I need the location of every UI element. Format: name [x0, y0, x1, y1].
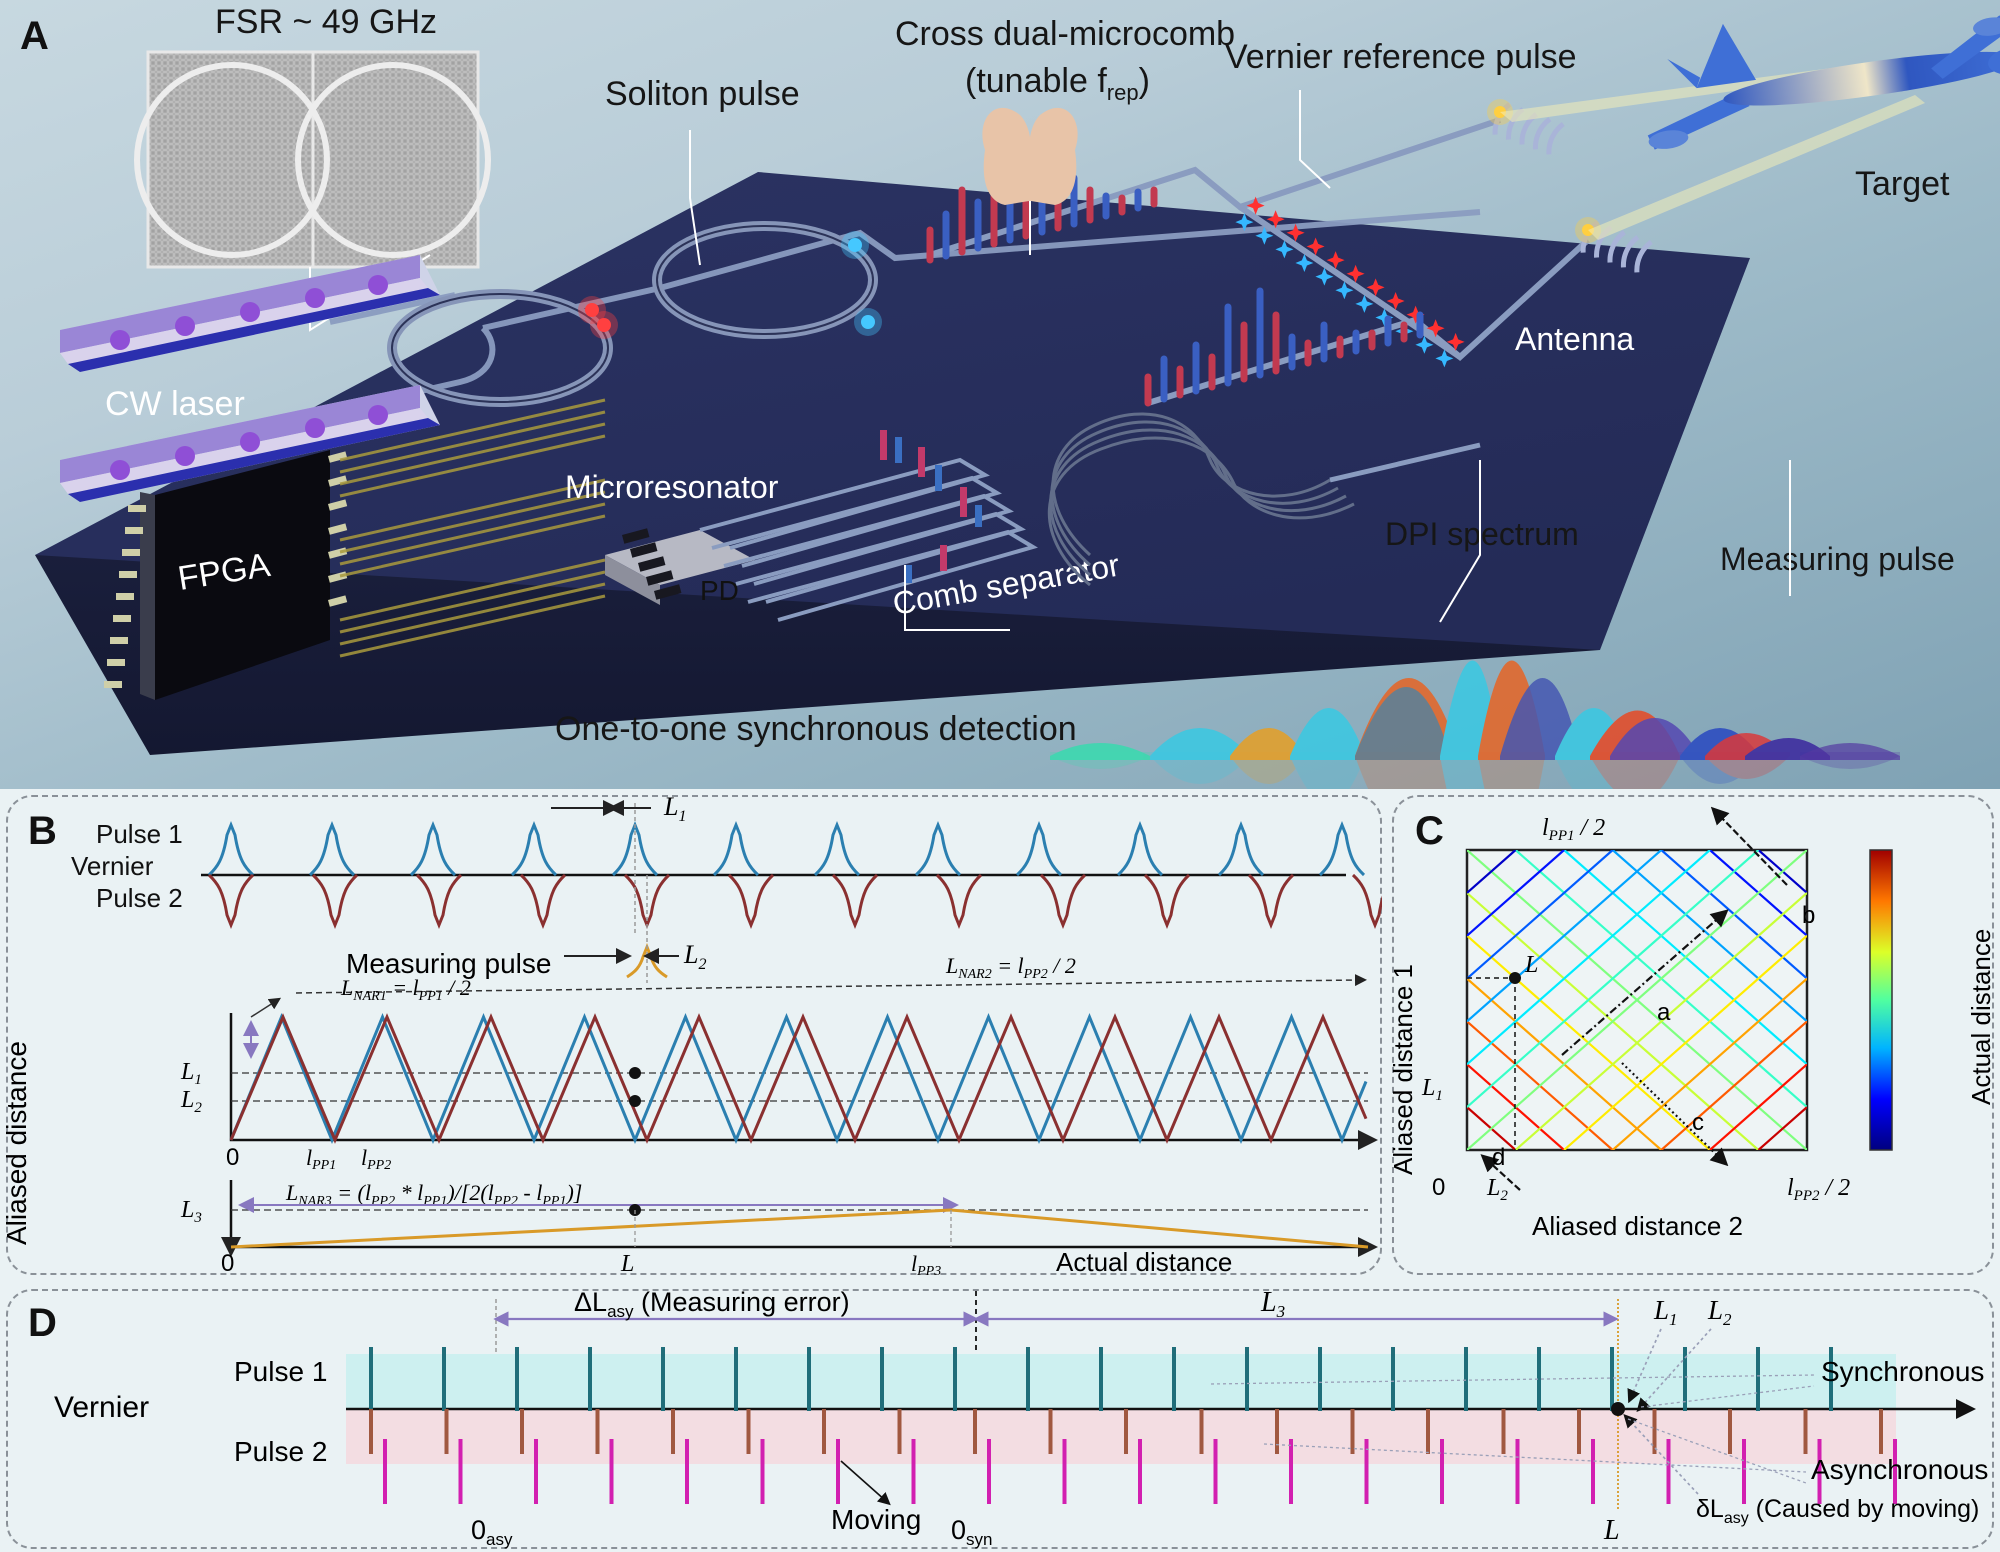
svg-text:PD: PD [700, 575, 739, 606]
svg-text:L3: L3 [1260, 1289, 1285, 1321]
svg-text:0: 0 [221, 1250, 234, 1275]
svg-text:lPP2: lPP2 [361, 1145, 391, 1173]
svg-text:Vernier: Vernier [71, 851, 154, 881]
svg-text:Actual distance: Actual distance [1966, 929, 1994, 1105]
svg-text:Target: Target [1855, 165, 1950, 203]
svg-text:0syn: 0syn [951, 1515, 993, 1549]
svg-text:lPP1 / 2: lPP1 / 2 [1542, 815, 1605, 844]
svg-text:0asy: 0asy [471, 1515, 513, 1549]
svg-text:lPP3: lPP3 [911, 1251, 941, 1275]
svg-text:Aliased distance 1: Aliased distance 1 [1392, 964, 1418, 1175]
svg-text:c: c [1692, 1109, 1704, 1136]
svg-text:L1: L1 [1653, 1295, 1678, 1329]
svg-text:Vernier reference pulse: Vernier reference pulse [1225, 38, 1577, 76]
svg-text:L: L [620, 1251, 634, 1275]
svg-text:One-to-one synchronous detecti: One-to-one synchronous detection [555, 710, 1077, 748]
svg-text:L1: L1 [1421, 1075, 1443, 1104]
svg-text:L: L [1603, 1515, 1620, 1546]
svg-text:δLasy (Caused by moving): δLasy (Caused by moving) [1696, 1495, 1979, 1527]
svg-text:0: 0 [226, 1144, 239, 1171]
svg-text:Pulse 1: Pulse 1 [234, 1356, 327, 1387]
svg-text:L: L [1524, 952, 1538, 978]
svg-text:L2: L2 [180, 1087, 202, 1116]
svg-text:L2: L2 [1707, 1295, 1732, 1329]
svg-text:L1: L1 [663, 795, 686, 825]
svg-text:LNAR1 = lPP1 / 2: LNAR1 = lPP1 / 2 [340, 975, 471, 1004]
svg-text:0: 0 [1432, 1174, 1445, 1201]
svg-text:Asynchronous: Asynchronous [1811, 1454, 1988, 1485]
svg-text:Aliased distance 2: Aliased distance 2 [1532, 1211, 1743, 1241]
svg-text:FSR ~ 49 GHz: FSR ~ 49 GHz [215, 3, 437, 41]
svg-text:b: b [1802, 902, 1815, 929]
svg-text:Vernier: Vernier [54, 1391, 149, 1424]
svg-text:LNAR2 = lPP2 / 2: LNAR2 = lPP2 / 2 [945, 953, 1076, 982]
svg-text:CW laser: CW laser [105, 385, 245, 423]
svg-text:L2: L2 [683, 940, 706, 973]
svg-text:L3: L3 [180, 1197, 202, 1226]
svg-text:Microresonator: Microresonator [565, 469, 779, 505]
svg-text:Antenna: Antenna [1515, 321, 1634, 357]
svg-text:L2: L2 [1486, 1175, 1508, 1204]
svg-text:d: d [1492, 1144, 1505, 1171]
svg-text:Pulse 2: Pulse 2 [96, 883, 183, 913]
svg-text:L1: L1 [180, 1059, 202, 1088]
svg-text:lPP1: lPP1 [306, 1145, 336, 1173]
svg-text:Synchronous: Synchronous [1821, 1356, 1984, 1387]
svg-text:Actual distance: Actual distance [1056, 1247, 1232, 1275]
svg-text:Moving: Moving [831, 1504, 921, 1535]
svg-text:Cross dual-microcomb: Cross dual-microcomb [895, 15, 1235, 53]
svg-text:Measuring pulse: Measuring pulse [1720, 541, 1955, 577]
svg-text:DPI spectrum: DPI spectrum [1385, 516, 1579, 552]
svg-text:(tunable frep): (tunable frep) [965, 62, 1150, 105]
svg-text:ΔLasy (Measuring error): ΔLasy (Measuring error) [574, 1289, 850, 1321]
svg-text:Aliased distance: Aliased distance [6, 1041, 32, 1245]
svg-text:Pulse 2: Pulse 2 [234, 1436, 327, 1467]
svg-text:Pulse 1: Pulse 1 [96, 819, 183, 849]
svg-text:a: a [1657, 999, 1671, 1026]
svg-text:Soliton pulse: Soliton pulse [605, 75, 800, 113]
svg-text:lPP2 / 2: lPP2 / 2 [1787, 1175, 1850, 1204]
